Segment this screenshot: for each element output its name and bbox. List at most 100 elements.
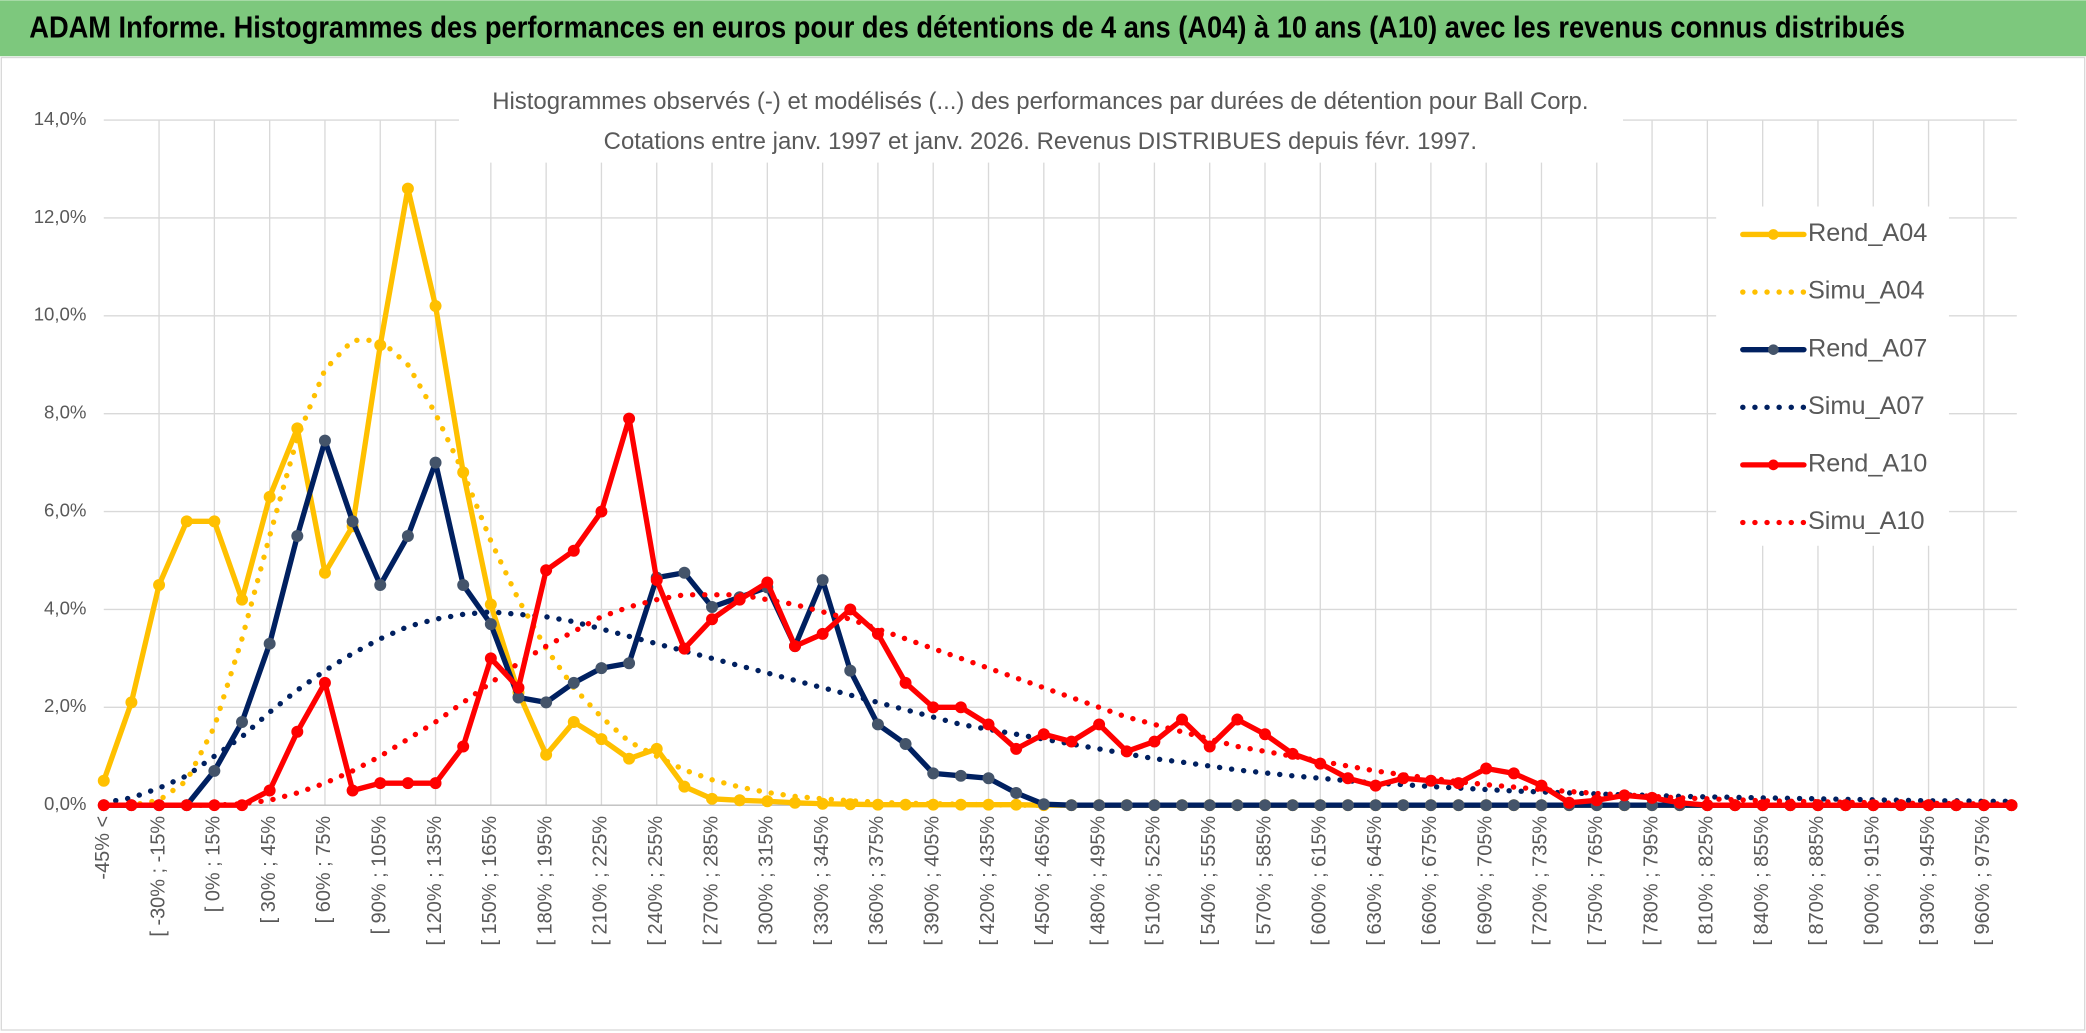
data-point [1065, 735, 1078, 748]
x-tick-label: [ 0% ; 15% [203, 816, 225, 913]
data-point [982, 772, 995, 785]
x-tick-label: [ 660% ; 675% [1419, 816, 1441, 946]
x-tick-label: [ 690% ; 705% [1474, 816, 1496, 946]
data-point [733, 794, 746, 807]
data-point [844, 603, 857, 616]
x-tick-label: [ 720% ; 735% [1530, 816, 1552, 946]
y-tick-label: 8,0% [44, 402, 86, 423]
x-tick-label: [ 600% ; 615% [1309, 816, 1331, 946]
data-point [567, 716, 580, 728]
x-tick-label: [ 570% ; 585% [1253, 816, 1275, 946]
legend-label: Rend_A07 [1808, 334, 1927, 362]
data-point [1148, 799, 1161, 812]
data-point [954, 701, 967, 714]
data-point [318, 434, 331, 447]
x-tick-label: [ 540% ; 555% [1198, 816, 1220, 946]
legend-label: Simu_A04 [1808, 277, 1925, 305]
data-point [208, 764, 221, 777]
legend-marker [1768, 344, 1779, 355]
legend: Rend_A04 Simu_A04 Rend_A07 Simu_A07 Rend_A10… [1740, 219, 1927, 535]
legend-background [1716, 206, 1949, 546]
data-point [318, 676, 331, 689]
data-point [871, 718, 884, 731]
data-point [761, 576, 774, 589]
x-tick-label: [ -30% ; -15% [147, 816, 169, 937]
x-tick-label: [ 780% ; 795% [1640, 816, 1662, 946]
x-tick-label: [ 390% ; 405% [921, 816, 943, 946]
y-tick-label: 14,0% [34, 108, 87, 129]
data-point [1065, 799, 1078, 812]
data-point [346, 784, 359, 797]
data-point [263, 784, 276, 797]
data-point [1093, 718, 1106, 731]
data-point [1397, 799, 1410, 812]
data-point [1535, 799, 1548, 812]
data-point [374, 777, 387, 790]
x-tick-label: [ 210% ; 225% [590, 816, 612, 946]
x-tick-label: [ 870% ; 885% [1806, 816, 1828, 946]
data-point [678, 780, 691, 793]
title-background [458, 82, 1624, 163]
data-point [1231, 713, 1244, 726]
data-point [623, 412, 636, 425]
x-tick-label: -45% < [92, 816, 114, 880]
data-point [927, 701, 940, 714]
x-tick-label: [ 120% ; 135% [424, 816, 446, 946]
data-point [595, 733, 608, 746]
y-tick-label: 6,0% [44, 499, 86, 520]
legend-marker [1768, 459, 1779, 471]
x-tick-label: [ 900% ; 915% [1862, 816, 1884, 946]
data-point [429, 456, 442, 469]
data-point [1341, 799, 1354, 812]
data-point [954, 769, 967, 782]
data-point [236, 593, 248, 606]
data-point [1701, 799, 1714, 812]
data-point [263, 637, 276, 650]
x-tick-label: [ 450% ; 465% [1032, 816, 1054, 946]
data-point [567, 544, 580, 557]
data-point [844, 664, 857, 677]
chart-title: Histogrammes observés (-) et modélisés (… [492, 88, 1588, 115]
data-point [153, 578, 166, 591]
data-point [540, 564, 553, 577]
x-tick-label: [ 180% ; 195% [534, 816, 556, 946]
x-tick-label: [ 240% ; 255% [645, 816, 667, 946]
data-point [1259, 728, 1271, 741]
data-point [484, 652, 497, 665]
data-point [97, 774, 110, 787]
data-point [1618, 799, 1631, 812]
chart-subtitle: Cotations entre janv. 1997 et janv. 2026… [604, 128, 1477, 155]
observed-line [101, 415, 2015, 808]
x-tick-label: [ 960% ; 975% [1972, 816, 1994, 946]
data-point [1176, 713, 1189, 726]
data-point [291, 725, 304, 738]
data-point [1120, 799, 1133, 812]
data-point [816, 627, 829, 640]
y-tick-label: 10,0% [34, 304, 87, 325]
data-point [180, 515, 193, 528]
data-point [1010, 786, 1023, 799]
data-point [540, 748, 553, 761]
data-point [1231, 799, 1244, 812]
x-tick-label: [ 300% ; 315% [756, 816, 778, 946]
data-point [595, 662, 608, 675]
data-point [1093, 799, 1106, 812]
data-point [512, 681, 525, 694]
x-tick-label: [ 90% ; 105% [369, 816, 391, 935]
data-point [236, 716, 248, 728]
legend-label: Simu_A10 [1808, 507, 1925, 535]
legend-label: Simu_A07 [1808, 392, 1925, 420]
data-point [1176, 799, 1189, 812]
data-point [1037, 728, 1050, 741]
x-tick-label: [ 480% ; 495% [1087, 816, 1109, 946]
data-point [1148, 735, 1161, 748]
data-point [650, 742, 663, 755]
data-point [1286, 799, 1299, 812]
data-point [678, 642, 691, 655]
data-point [1563, 796, 1576, 809]
data-point [1507, 767, 1520, 780]
data-point [512, 691, 525, 704]
data-point [899, 676, 912, 689]
